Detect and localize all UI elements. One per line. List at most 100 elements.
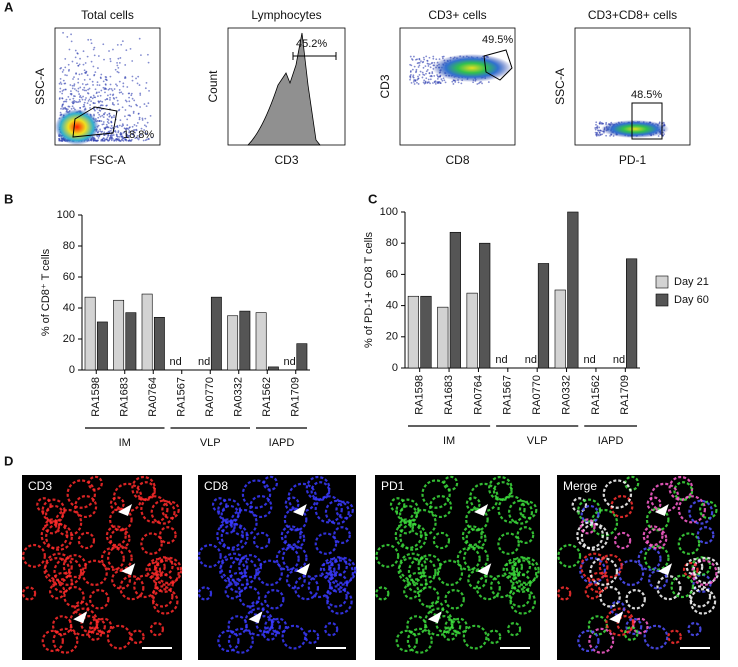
event [124, 109, 127, 111]
event [76, 52, 79, 54]
event [412, 76, 415, 79]
arrowhead [295, 563, 310, 576]
event [128, 130, 131, 132]
event [129, 114, 132, 117]
event [71, 60, 74, 63]
cell [398, 518, 415, 535]
cell [489, 574, 514, 599]
y-tick-label: 60 [63, 271, 75, 283]
event [146, 121, 149, 124]
cell [244, 607, 274, 637]
bar [554, 289, 566, 369]
cell [262, 475, 278, 491]
cell [677, 495, 706, 524]
event [102, 80, 105, 83]
event [101, 114, 104, 117]
event [97, 116, 100, 119]
event [115, 83, 117, 86]
event [82, 63, 85, 66]
event [66, 74, 68, 77]
flow-plot: 49.5% CD3+ cells CD8 CD3 [378, 8, 516, 167]
gate-label: 49.5% [482, 34, 513, 46]
event [416, 62, 419, 65]
event [423, 74, 426, 76]
event [436, 77, 439, 80]
cell [275, 546, 300, 571]
cell [590, 508, 619, 537]
cell [229, 508, 258, 537]
cell [406, 627, 433, 654]
x-tick-label: RA0332 [560, 375, 572, 415]
event [414, 79, 416, 81]
cell [637, 546, 662, 571]
event [83, 103, 85, 106]
event [79, 100, 81, 103]
event [113, 139, 116, 142]
flow-plot: 18.8% Total cells FSC-A SSC-A [33, 8, 161, 167]
event [107, 126, 110, 129]
cell [399, 523, 428, 551]
group-label: IM [119, 437, 131, 449]
plot-title: Total cells [81, 8, 134, 22]
event [82, 105, 85, 108]
gate [72, 106, 118, 138]
event [93, 74, 95, 77]
y-label: SSC-A [553, 68, 567, 105]
event [429, 75, 432, 78]
event [125, 132, 128, 135]
cell [77, 531, 96, 550]
cell [105, 525, 127, 547]
event [111, 89, 114, 92]
y-tick-label: 0 [69, 364, 75, 376]
event [93, 138, 95, 141]
event [113, 103, 115, 106]
event [478, 81, 481, 84]
event [428, 72, 431, 75]
event [431, 72, 434, 75]
event [92, 84, 94, 86]
event [594, 127, 597, 129]
event [424, 65, 427, 68]
event [92, 101, 95, 104]
cell [646, 496, 662, 512]
cell [512, 556, 540, 585]
cell [646, 528, 668, 550]
cell [497, 532, 520, 555]
cell [632, 617, 649, 635]
cell [587, 571, 609, 593]
micrograph: PD1 [375, 475, 540, 660]
cell [577, 498, 602, 523]
cell [69, 607, 98, 637]
panel-label: A [4, 0, 14, 14]
cell [685, 558, 704, 576]
legend-label: Day 60 [674, 294, 709, 306]
cell [43, 557, 71, 584]
event [128, 104, 131, 107]
legend-label: Day 21 [674, 276, 709, 288]
cell [284, 496, 300, 512]
event [120, 138, 123, 141]
event [144, 87, 147, 90]
event [138, 84, 141, 86]
cell [324, 499, 350, 525]
event [132, 133, 135, 136]
event [410, 82, 413, 84]
event [425, 72, 427, 75]
y-tick-label: 0 [392, 362, 398, 374]
group-label: IAPD [598, 435, 624, 447]
event [104, 84, 107, 86]
cell [148, 558, 166, 576]
event [72, 107, 75, 110]
event [104, 91, 106, 94]
event [120, 132, 123, 135]
cell [518, 500, 538, 520]
event [126, 118, 129, 121]
event [80, 96, 83, 99]
event [73, 84, 76, 87]
event [92, 65, 95, 68]
event [106, 113, 109, 116]
cell [673, 481, 694, 501]
event [110, 116, 113, 119]
event [85, 89, 87, 92]
